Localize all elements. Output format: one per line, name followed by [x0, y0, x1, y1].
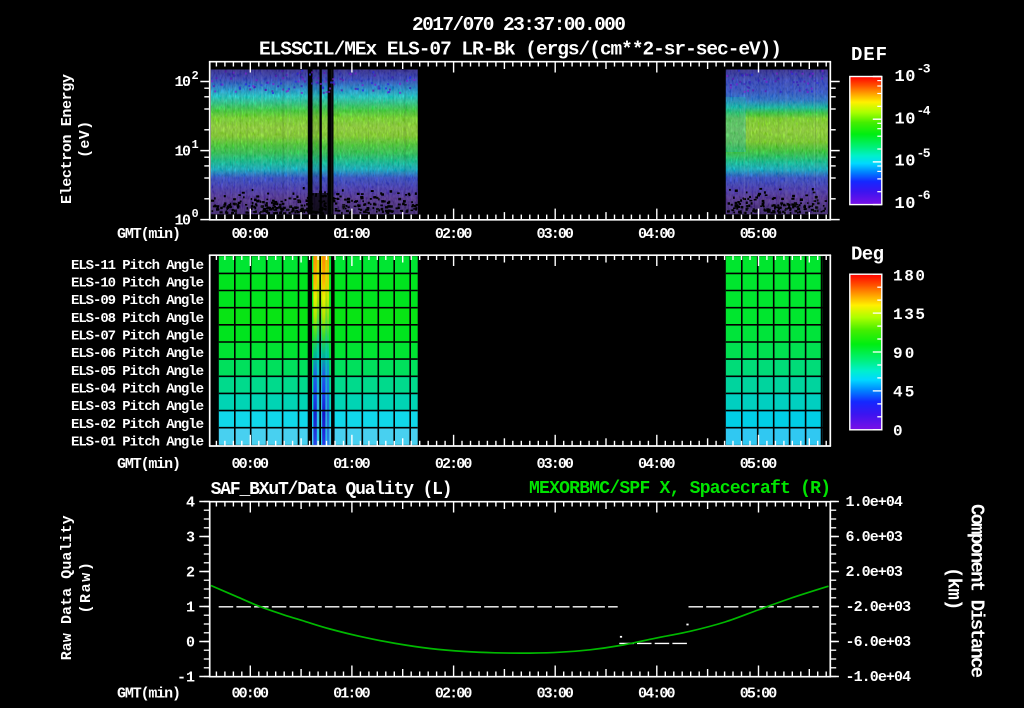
svg-text:ELS-03 Pitch Angle: ELS-03 Pitch Angle — [71, 399, 204, 415]
svg-text:DEF: DEF — [851, 44, 887, 66]
svg-text:00:00: 00:00 — [232, 686, 269, 703]
svg-text:10: 10 — [175, 212, 192, 229]
svg-text:0: 0 — [186, 635, 195, 652]
svg-text:10: 10 — [175, 74, 192, 91]
svg-text:(Raw): (Raw) — [78, 562, 95, 614]
svg-text:03:00: 03:00 — [536, 686, 574, 703]
svg-text:ELS-09 Pitch Angle: ELS-09 Pitch Angle — [71, 293, 204, 309]
svg-text:ELS-04 Pitch Angle: ELS-04 Pitch Angle — [71, 381, 204, 397]
svg-text:ELS-05 Pitch Angle: ELS-05 Pitch Angle — [71, 364, 204, 380]
svg-text:GMT(min): GMT(min) — [117, 456, 181, 473]
svg-text:05:00: 05:00 — [740, 456, 778, 473]
svg-text:ELS-06 Pitch Angle: ELS-06 Pitch Angle — [71, 346, 204, 362]
svg-text:6.0e+03: 6.0e+03 — [846, 529, 903, 546]
svg-text:05:00: 05:00 — [740, 226, 778, 243]
svg-text:Deg: Deg — [851, 244, 884, 266]
svg-text:ELSSCIL/MEx ELS-07 LR-Bk (erg: ELSSCIL/MEx ELS-07 LR-Bk (ergs/(cm**2-sr… — [259, 39, 782, 61]
svg-text:(eV): (eV) — [77, 121, 94, 158]
svg-text:Component Distance: Component Distance — [966, 504, 988, 678]
svg-text:04:00: 04:00 — [638, 456, 676, 473]
svg-text:10: 10 — [895, 110, 916, 129]
svg-text:03:00: 03:00 — [536, 456, 574, 473]
svg-text:1: 1 — [192, 138, 199, 152]
svg-text:0: 0 — [893, 422, 903, 440]
svg-text:-2.0e+03: -2.0e+03 — [846, 599, 912, 616]
svg-text:180: 180 — [893, 267, 925, 285]
svg-text:ELS-10 Pitch Angle: ELS-10 Pitch Angle — [71, 276, 204, 292]
svg-text:04:00: 04:00 — [638, 686, 676, 703]
svg-text:10: 10 — [895, 195, 916, 214]
svg-text:2: 2 — [192, 69, 199, 83]
svg-text:05:00: 05:00 — [740, 686, 778, 703]
svg-text:ELS-07 Pitch Angle: ELS-07 Pitch Angle — [71, 329, 204, 345]
svg-text:0: 0 — [192, 207, 199, 221]
svg-text:2.0e+03: 2.0e+03 — [846, 564, 903, 581]
svg-text:02:00: 02:00 — [435, 686, 473, 703]
svg-text:(km): (km) — [943, 567, 965, 610]
svg-text:2017/070 23:37:00.000: 2017/070 23:37:00.000 — [412, 14, 626, 36]
svg-text:Electron Energy: Electron Energy — [59, 74, 76, 204]
svg-text:4: 4 — [186, 495, 195, 512]
svg-text:01:00: 01:00 — [333, 456, 371, 473]
svg-text:10: 10 — [895, 153, 916, 172]
svg-text:10: 10 — [895, 68, 916, 87]
svg-text:-1: -1 — [177, 670, 195, 687]
svg-text:-3: -3 — [917, 62, 931, 77]
svg-text:-5: -5 — [917, 146, 931, 161]
svg-text:04:00: 04:00 — [638, 226, 676, 243]
svg-text:-1.0e+04: -1.0e+04 — [846, 669, 912, 686]
svg-text:2: 2 — [186, 565, 195, 582]
svg-text:ELS-11 Pitch Angle: ELS-11 Pitch Angle — [71, 258, 204, 274]
svg-text:3: 3 — [186, 530, 195, 547]
svg-text:SAF_BXuT/Data Quality (L): SAF_BXuT/Data Quality (L) — [211, 480, 453, 500]
svg-text:02:00: 02:00 — [435, 226, 473, 243]
svg-text:MEXORBMC/SPF X, Spacecraft (R): MEXORBMC/SPF X, Spacecraft (R) — [529, 479, 831, 499]
svg-text:01:00: 01:00 — [333, 226, 371, 243]
svg-text:-6.0e+03: -6.0e+03 — [846, 634, 912, 651]
svg-text:03:00: 03:00 — [536, 226, 574, 243]
svg-text:135: 135 — [893, 306, 925, 324]
svg-text:00:00: 00:00 — [232, 226, 269, 243]
svg-text:ELS-08 Pitch Angle: ELS-08 Pitch Angle — [71, 311, 204, 327]
svg-text:GMT(min): GMT(min) — [117, 686, 181, 703]
svg-text:-4: -4 — [917, 104, 931, 119]
svg-text:ELS-01 Pitch Angle: ELS-01 Pitch Angle — [71, 434, 204, 450]
svg-text:1: 1 — [186, 600, 195, 617]
svg-text:ELS-02 Pitch Angle: ELS-02 Pitch Angle — [71, 417, 204, 433]
svg-text:01:00: 01:00 — [333, 686, 371, 703]
svg-text:Raw Data Quality: Raw Data Quality — [59, 515, 76, 660]
svg-text:00:00: 00:00 — [232, 456, 269, 473]
svg-text:1.0e+04: 1.0e+04 — [846, 494, 903, 511]
svg-text:10: 10 — [175, 143, 192, 160]
svg-text:GMT(min): GMT(min) — [117, 226, 181, 243]
svg-text:-6: -6 — [917, 188, 931, 203]
svg-text:02:00: 02:00 — [435, 456, 473, 473]
